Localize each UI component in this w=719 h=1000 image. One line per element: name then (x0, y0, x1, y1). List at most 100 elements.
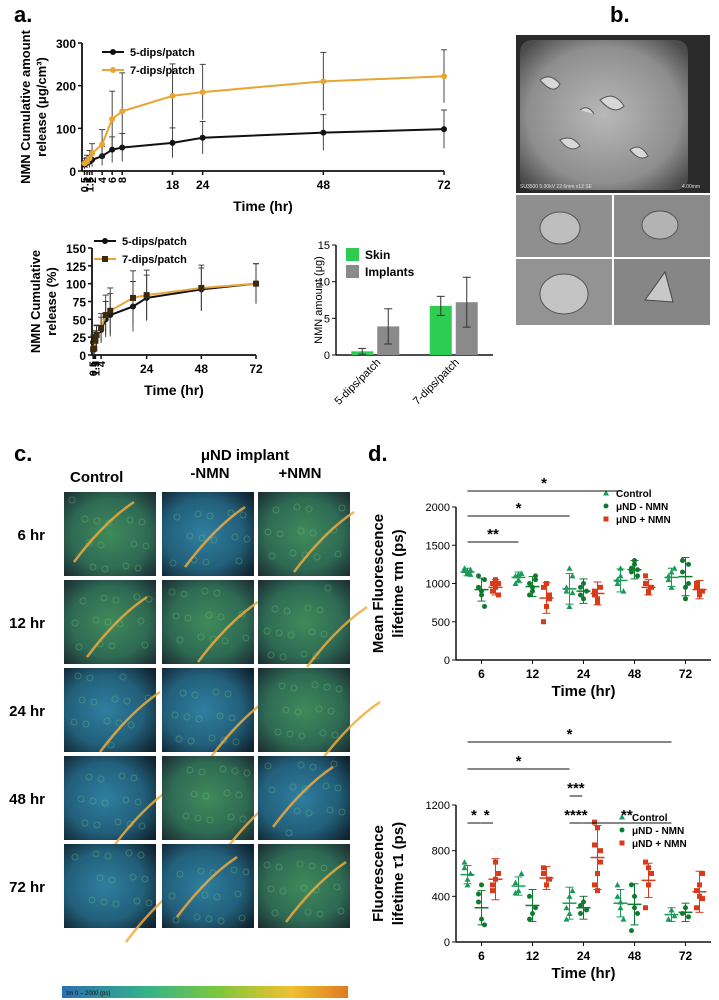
colorbar-label: τm 0 – 2000 (ps) (66, 991, 110, 997)
data-point (632, 905, 637, 911)
cell-texture (278, 682, 286, 690)
data-point (632, 558, 637, 564)
data-point (518, 870, 525, 876)
y-axis-title: NMN Cumulative (28, 250, 43, 353)
sem-needle-4 (644, 270, 674, 303)
panel-letter-d: d. (368, 441, 388, 466)
cell-texture (187, 737, 195, 745)
cell-texture (206, 816, 214, 824)
cell-texture (197, 633, 205, 641)
data-point (476, 891, 481, 897)
data-point (643, 859, 648, 865)
data-point (91, 345, 98, 352)
data-point (143, 292, 150, 299)
data-point (441, 126, 447, 133)
cell-texture (123, 697, 131, 705)
data-point (665, 916, 672, 922)
significance-label: ** (487, 526, 499, 543)
cell-texture (168, 588, 176, 596)
legend-label: Control (632, 813, 668, 824)
x-tick-label: 48 (628, 949, 642, 963)
data-point (649, 584, 654, 590)
cell-texture (74, 672, 82, 680)
x-axis-title: Time (hr) (144, 382, 204, 398)
cell-texture (108, 642, 116, 650)
cell-texture (243, 535, 251, 543)
data-point (198, 284, 205, 291)
x-tick-label: 24 (196, 178, 210, 192)
data-point (694, 581, 699, 586)
y-tick-label: 1000 (426, 579, 450, 591)
data-point (592, 882, 597, 888)
x-tick-label: 5-dips/patch (333, 357, 384, 408)
data-point (595, 888, 600, 894)
cell-texture (119, 673, 127, 681)
x-tick-label: 72 (679, 949, 693, 963)
data-point (629, 882, 634, 888)
series-line (83, 75, 445, 165)
cell-texture (77, 795, 85, 803)
cell-texture (312, 652, 320, 660)
sem-needle-1 (539, 211, 581, 245)
y-tick-label: 0 (444, 655, 450, 667)
cell-texture (227, 813, 235, 821)
legend-marker (603, 503, 609, 509)
hair-streak (285, 860, 347, 923)
data-point (563, 588, 570, 594)
data-point (578, 592, 583, 598)
micrograph (64, 492, 156, 576)
cell-texture (182, 812, 190, 820)
data-point (643, 581, 648, 586)
panel-letter-c: c. (14, 441, 32, 466)
cell-texture (324, 584, 332, 592)
cumulative-percent-chart: 0 25 50 75 100 125 150 0.511.54 24 48 72 Time (hr) N… (28, 236, 263, 398)
cell-texture (111, 695, 119, 703)
panel-letter-b: b. (610, 2, 630, 27)
x-tick-label: 2 (87, 177, 99, 183)
cell-texture (85, 773, 93, 781)
data-point (595, 596, 600, 602)
cell-texture (194, 510, 202, 518)
legend-marker (619, 827, 625, 833)
column-header-control: Control (70, 469, 123, 486)
cell-texture (279, 887, 287, 895)
cell-texture (180, 590, 188, 598)
cell-texture (326, 806, 334, 814)
data-point (614, 580, 621, 586)
cell-texture (179, 689, 187, 697)
cell-texture (327, 707, 335, 715)
micrograph (258, 844, 350, 928)
cell-texture (171, 711, 179, 719)
data-point (490, 588, 495, 594)
data-point (490, 882, 495, 888)
data-point (680, 910, 685, 916)
y-axis-title: lifetime τ1 (ps) (390, 822, 407, 925)
cell-texture (169, 559, 177, 567)
data-point (527, 893, 532, 899)
micrograph (162, 668, 254, 752)
cell-texture (127, 721, 135, 729)
cell-texture (93, 821, 101, 829)
cell-texture (301, 785, 309, 793)
cell-texture (216, 712, 224, 720)
legend-label: 7-dips/patch (130, 65, 195, 77)
scale-bar (298, 954, 338, 958)
cell-texture (103, 717, 111, 725)
cell-texture (283, 607, 291, 615)
data-point (617, 904, 624, 911)
cell-texture (221, 637, 229, 645)
legend-label: Control (616, 489, 652, 500)
data-point (119, 108, 126, 115)
x-tick-label: 6 (107, 177, 119, 183)
x-tick-label: 48 (195, 362, 209, 376)
cell-texture (285, 829, 293, 837)
cell-texture (176, 870, 184, 878)
cell-texture (290, 684, 298, 692)
cell-texture (313, 553, 321, 561)
cell-texture (338, 504, 346, 512)
data-point (563, 904, 570, 911)
cell-texture (97, 775, 105, 783)
cell-texture (70, 718, 78, 726)
data-point (490, 581, 495, 586)
